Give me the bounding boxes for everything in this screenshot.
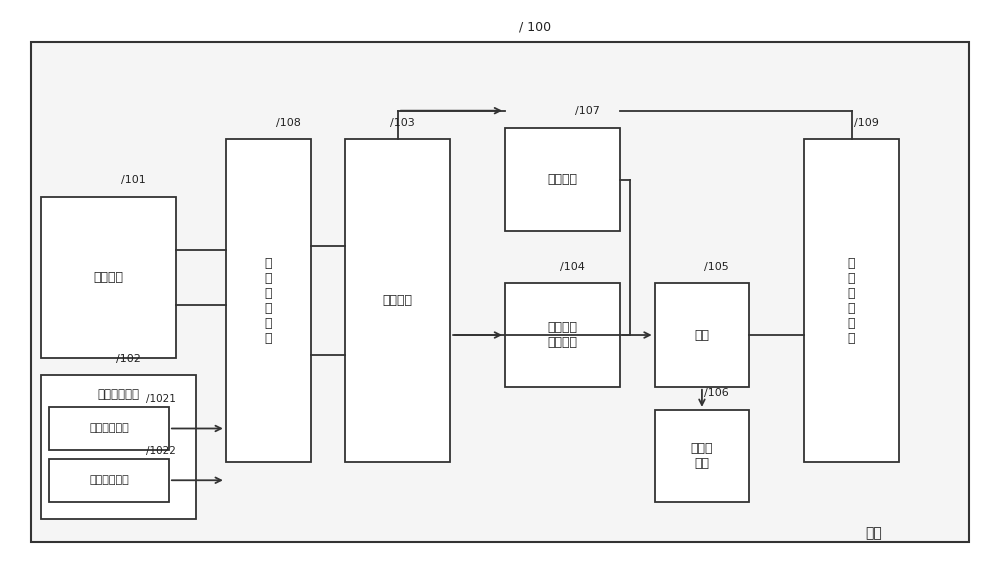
Bar	[505, 283, 620, 387]
Text: /104: /104	[560, 262, 585, 272]
Bar	[226, 139, 311, 462]
Bar	[49, 459, 169, 502]
Text: /109: /109	[854, 118, 879, 128]
Text: /101: /101	[121, 176, 146, 186]
Text: 反馈模块: 反馈模块	[547, 173, 577, 186]
Bar	[345, 139, 450, 462]
Text: 舵机: 舵机	[866, 527, 882, 540]
Text: /1021: /1021	[146, 394, 176, 404]
Bar	[31, 42, 969, 542]
Text: 齿轮组
模块: 齿轮组 模块	[691, 442, 713, 470]
Text: /103: /103	[390, 118, 415, 128]
Text: /102: /102	[116, 354, 141, 364]
Text: /107: /107	[575, 106, 600, 116]
Bar	[804, 139, 899, 462]
Bar	[41, 197, 176, 358]
Text: 第
二
滤
波
电
路: 第 二 滤 波 电 路	[848, 257, 855, 344]
Text: /108: /108	[276, 118, 301, 128]
Bar	[505, 128, 620, 231]
Bar	[41, 375, 196, 519]
Text: 第
一
滤
波
电
路: 第 一 滤 波 电 路	[264, 257, 272, 344]
Text: /1022: /1022	[146, 446, 176, 456]
Text: 电机驱动
电路模块: 电机驱动 电路模块	[547, 321, 577, 349]
Text: /105: /105	[704, 262, 729, 272]
Bar	[655, 410, 749, 502]
Text: 控制模块: 控制模块	[383, 294, 413, 307]
Bar	[655, 283, 749, 387]
Text: /106: /106	[704, 388, 729, 398]
Text: 信号发送串口: 信号发送串口	[89, 424, 129, 434]
Text: 电源模块: 电源模块	[94, 271, 124, 284]
Text: 信号端口模块: 信号端口模块	[98, 388, 140, 401]
Text: / 100: / 100	[519, 21, 551, 34]
Bar	[49, 407, 169, 450]
Text: 信号接收串口: 信号接收串口	[89, 475, 129, 486]
Text: 电机: 电机	[694, 328, 709, 342]
